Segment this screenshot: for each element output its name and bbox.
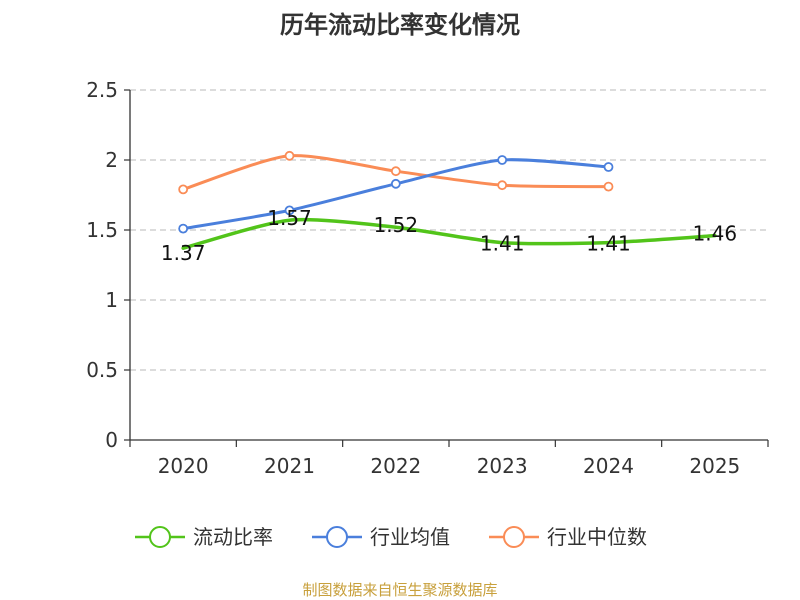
x-tick-label: 2021	[264, 454, 315, 478]
axes	[129, 90, 768, 441]
data-point-avg	[603, 162, 614, 172]
y-tick-label: 2.5	[86, 78, 118, 102]
data-point-avg	[178, 223, 189, 234]
x-axis-ticks: 2020 2021 2022 2023 2024 2025	[129, 440, 769, 478]
data-label: 1.46	[693, 222, 738, 246]
legend-item-median[interactable]: 行业中位数	[489, 525, 647, 549]
series-line-liudong	[181, 217, 717, 250]
legend-marker	[149, 526, 171, 548]
data-point-avg	[497, 155, 508, 165]
y-tick-label: 1.5	[86, 218, 118, 242]
legend-label: 行业中位数	[547, 525, 647, 549]
y-tick-label: 2	[105, 148, 118, 172]
legend-item-avg[interactable]: 行业均值	[312, 525, 450, 549]
data-label: 1.52	[374, 213, 419, 237]
data-point-avg	[390, 178, 401, 189]
y-axis-ticks: 0 0.5 1 1.5 2 2.5	[86, 78, 130, 452]
data-point-median	[603, 181, 614, 192]
chart-title: 历年流动比率变化情况	[280, 11, 520, 39]
legend[interactable]: 流动比率 行业均值 行业中位数	[135, 525, 647, 549]
y-tick-label: 0.5	[86, 358, 118, 382]
legend-marker	[326, 526, 348, 548]
data-label: 1.57	[267, 206, 312, 230]
y-tick-label: 1	[105, 288, 118, 312]
data-point-median	[284, 150, 295, 161]
x-tick-label: 2024	[583, 454, 634, 478]
data-labels: 1.37 1.57 1.52 1.41 1.41 1.46	[161, 206, 737, 265]
legend-marker	[503, 526, 525, 548]
x-tick-label: 2023	[477, 454, 528, 478]
legend-label: 行业均值	[370, 525, 450, 549]
data-label: 1.41	[480, 232, 525, 256]
series-group	[178, 150, 717, 250]
data-point-median	[497, 180, 508, 191]
data-point-median	[178, 184, 189, 195]
data-label: 1.41	[586, 232, 631, 256]
y-tick-label: 0	[105, 428, 118, 452]
legend-item-liudong[interactable]: 流动比率	[135, 525, 273, 549]
legend-label: 流动比率	[193, 525, 273, 549]
x-tick-label: 2022	[370, 454, 421, 478]
data-label: 1.37	[161, 241, 206, 265]
data-point-avg	[284, 205, 295, 216]
x-tick-label: 2025	[689, 454, 740, 478]
x-tick-label: 2020	[158, 454, 209, 478]
source-note: 制图数据来自恒生聚源数据库	[302, 581, 497, 599]
data-point-median	[390, 166, 401, 177]
grid-lines	[130, 89, 766, 371]
